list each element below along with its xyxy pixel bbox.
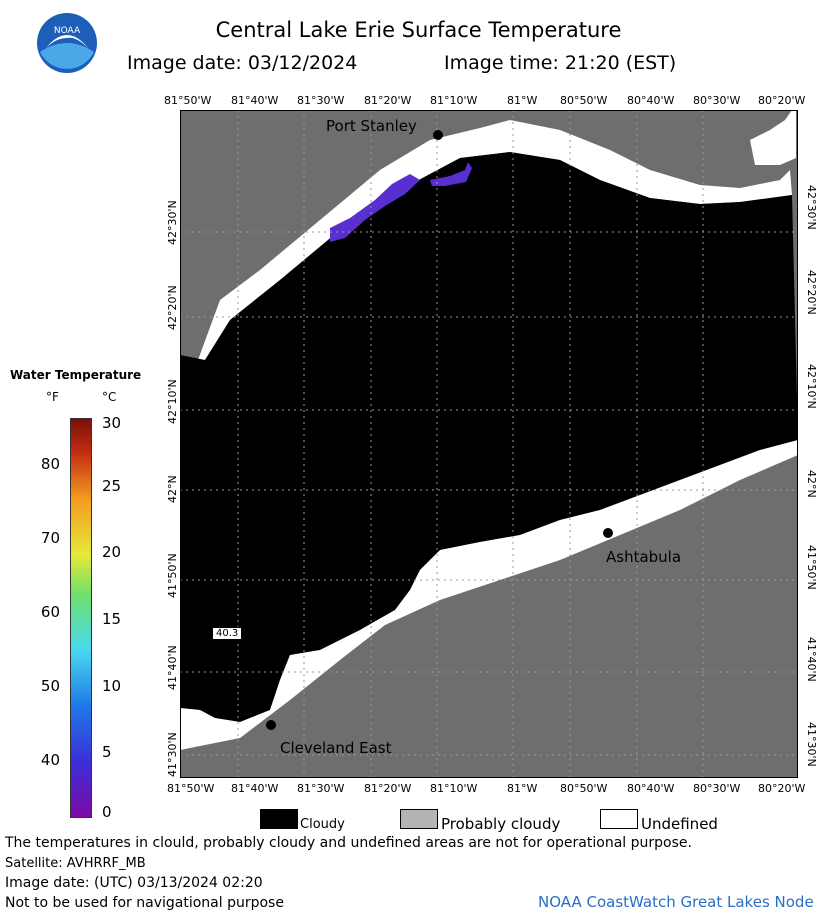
city-label-ashtabula: Ashtabula xyxy=(606,548,682,566)
city-dot-ashtabula xyxy=(603,528,613,538)
page-title: Central Lake Erie Surface Temperature xyxy=(215,18,622,42)
city-label-cleveland-east: Cleveland East xyxy=(280,739,392,757)
lat-label-left: 42°N xyxy=(166,475,179,503)
lon-label-top: 81°40'W xyxy=(231,94,279,107)
lon-label-top: 80°20'W xyxy=(758,94,806,107)
lat-label-right: 41°30'N xyxy=(805,722,818,767)
c-tick: 20 xyxy=(102,543,122,561)
c-tick: 10 xyxy=(102,677,122,695)
undefined-north-shore xyxy=(198,120,792,360)
temperature-patch xyxy=(430,162,472,186)
lon-label-top: 81°20'W xyxy=(364,94,412,107)
lat-label-right: 42°20'N xyxy=(805,270,818,315)
lat-label-left: 42°10'N xyxy=(166,379,179,424)
undefined-south-shore xyxy=(180,440,798,750)
f-tick: 50 xyxy=(40,677,60,695)
temperature-colorbar xyxy=(70,418,92,818)
undefined-label: Undefined xyxy=(641,815,718,833)
lon-label-bottom: 81°40'W xyxy=(231,782,279,795)
map-frame xyxy=(180,110,798,778)
lon-label-top: 80°50'W xyxy=(560,94,608,107)
lon-label-bottom: 80°30'W xyxy=(693,782,741,795)
utc-date: Image date: (UTC) 03/13/2024 02:20 xyxy=(5,875,263,891)
lon-label-bottom: 80°40'W xyxy=(627,782,675,795)
lake-map xyxy=(180,110,798,778)
lat-label-right: 42°30'N xyxy=(805,185,818,230)
lon-label-bottom: 81°20'W xyxy=(364,782,412,795)
f-tick: 80 xyxy=(40,455,60,473)
undefined-northeast xyxy=(750,110,796,165)
lon-label-bottom: 81°30'W xyxy=(297,782,345,795)
lon-label-top: 80°40'W xyxy=(627,94,675,107)
city-dot-port-stanley xyxy=(433,130,443,140)
buoy-reading: 40.3 xyxy=(212,627,243,640)
noaa-node-link: NOAA CoastWatch Great Lakes Node xyxy=(538,893,814,911)
unit-celsius: °C xyxy=(102,390,117,404)
lat-label-right: 41°40'N xyxy=(805,637,818,682)
lon-label-bottom: 80°20'W xyxy=(758,782,806,795)
lon-label-top: 81°50'W xyxy=(164,94,212,107)
lat-label-left: 41°40'N xyxy=(166,645,179,690)
logo-text: NOAA xyxy=(54,26,81,36)
lat-label-left: 42°30'N xyxy=(166,200,179,245)
unit-fahrenheit: °F xyxy=(46,390,59,404)
lat-label-right: 41°50'N xyxy=(805,545,818,590)
lon-label-bottom: 81°W xyxy=(507,782,538,795)
c-tick: 0 xyxy=(102,803,112,821)
lat-label-left: 41°30'N xyxy=(166,732,179,777)
f-tick: 60 xyxy=(40,603,60,621)
lon-label-top: 81°W xyxy=(507,94,538,107)
lat-label-right: 42°10'N xyxy=(805,364,818,409)
lon-label-top: 80°30'W xyxy=(693,94,741,107)
satellite: Satellite: AVHRRF_MB xyxy=(5,856,146,871)
probably-cloudy-label: Probably cloudy xyxy=(441,815,561,833)
temperature-patch xyxy=(330,174,420,242)
cloudy-swatch xyxy=(260,809,298,829)
cloudy-area xyxy=(180,152,798,722)
f-tick: 70 xyxy=(40,529,60,547)
c-tick: 30 xyxy=(102,414,122,432)
legend-title: Water Temperature xyxy=(10,368,142,382)
lon-label-top: 81°30'W xyxy=(297,94,345,107)
navigation-note: Not to be used for navigational purpose xyxy=(5,895,284,911)
image-time: Image time: 21:20 (EST) xyxy=(444,52,677,74)
probably-cloudy-swatch xyxy=(400,809,438,829)
disclaimer: The temperatures in clould, probably clo… xyxy=(5,835,692,851)
lat-label-right: 42°N xyxy=(805,470,818,498)
graticule xyxy=(180,110,798,778)
city-label-port-stanley: Port Stanley xyxy=(326,117,417,135)
c-tick: 5 xyxy=(102,743,112,761)
undefined-swatch xyxy=(600,809,638,829)
c-tick: 15 xyxy=(102,610,122,628)
lon-label-top: 81°10'W xyxy=(430,94,478,107)
lat-label-left: 41°50'N xyxy=(166,553,179,598)
lon-label-bottom: 81°50'W xyxy=(167,782,215,795)
city-dot-cleveland-east xyxy=(266,720,276,730)
lon-label-bottom: 81°10'W xyxy=(430,782,478,795)
f-tick: 40 xyxy=(40,751,60,769)
cloudy-label: Cloudy xyxy=(300,817,345,832)
noaa-logo: NOAA xyxy=(37,13,97,73)
lon-label-bottom: 80°50'W xyxy=(560,782,608,795)
image-date: Image date: 03/12/2024 xyxy=(127,52,358,74)
lat-label-left: 42°20'N xyxy=(166,285,179,330)
c-tick: 25 xyxy=(102,477,122,495)
